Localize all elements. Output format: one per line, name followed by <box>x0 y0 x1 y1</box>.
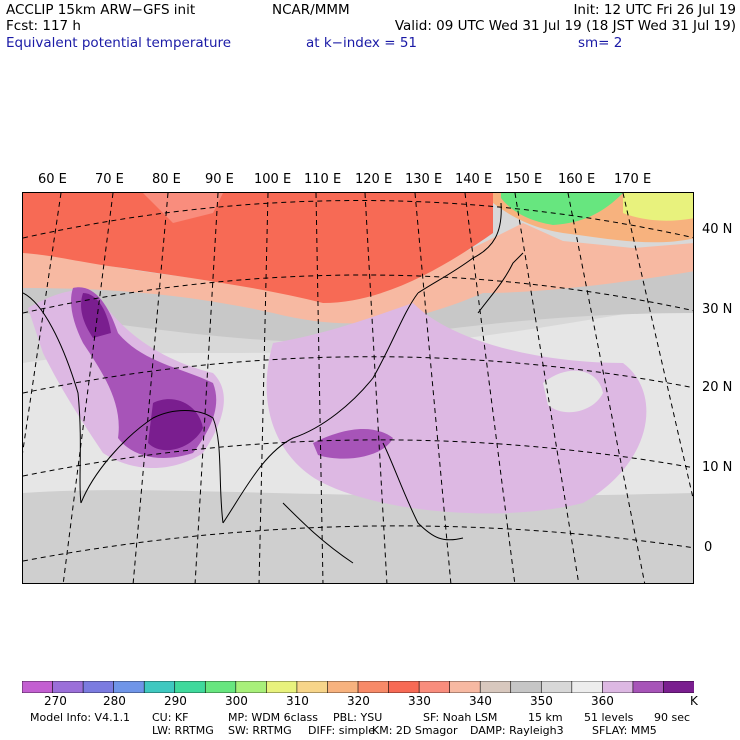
lon-label: 140 E <box>455 172 493 187</box>
yellow-ne <box>623 193 693 221</box>
footer-damp: DAMP: Rayleigh3 <box>470 724 564 737</box>
salmon-band <box>23 223 693 324</box>
lat-label: 20 N <box>702 380 733 395</box>
lon-label: 160 E <box>558 172 596 187</box>
footer-sw: SW: RRTMG <box>228 724 292 737</box>
colorbar-swatch <box>479 681 512 693</box>
colorbar-unit: K <box>690 694 698 708</box>
colorbar-swatch <box>204 681 237 693</box>
purple-light-pacific <box>266 303 647 514</box>
theta-e-map <box>22 192 694 584</box>
valid-time: Valid: 09 UTC Wed 31 Jul 19 (18 JST Wed … <box>394 18 736 34</box>
colorbar-swatch <box>113 681 145 693</box>
colorbar-swatch <box>571 681 604 693</box>
colorbar-swatch <box>82 681 115 693</box>
colorbar-swatch <box>174 681 207 693</box>
purple-medium-scs <box>313 428 393 459</box>
purple-dark-bay <box>148 399 203 451</box>
footer-levels: 51 levels <box>584 711 634 724</box>
footer-model: Model Info: V4.1.1 <box>30 711 131 724</box>
footer-mp: MP: WDM 6class <box>228 711 318 724</box>
colorbar-swatch <box>235 681 268 693</box>
center-name: NCAR/MMM <box>272 2 350 18</box>
lon-label: 120 E <box>355 172 393 187</box>
colorbar-swatch <box>296 681 329 693</box>
lon-label: 130 E <box>405 172 443 187</box>
colorbar-swatch <box>449 681 481 693</box>
colorbar-label: 300 <box>225 694 248 708</box>
lon-label: 110 E <box>304 172 342 187</box>
colorbar-swatch <box>388 681 420 693</box>
lat-label: 0 <box>704 540 713 555</box>
colorbar <box>22 681 694 693</box>
colorbar-label: 320 <box>347 694 370 708</box>
colorbar-swatch <box>357 681 390 693</box>
green-ne <box>501 193 623 225</box>
model-title: ACCLIP 15km ARW−GFS init <box>6 2 196 18</box>
field-name: Equivalent potential temperature <box>6 35 232 51</box>
footer-km: KM: 2D Smagor <box>372 724 458 737</box>
lon-label: 70 E <box>95 172 124 187</box>
lat-label: 30 N <box>702 302 733 317</box>
colorbar-label: 290 <box>164 694 187 708</box>
purple-dark-north <box>81 293 111 338</box>
level-index: at k−index = 51 <box>306 35 417 51</box>
colorbar-label: 350 <box>530 694 553 708</box>
footer-pbl: PBL: YSU <box>333 711 383 724</box>
forecast-hour: Fcst: 117 h <box>6 18 81 34</box>
colorbar-swatch <box>510 681 543 693</box>
colorbar-swatch <box>22 681 54 693</box>
colorbar-swatch <box>418 681 451 693</box>
colorbar-label: 360 <box>591 694 614 708</box>
colorbar-label: 330 <box>408 694 431 708</box>
colorbar-swatch <box>266 681 298 693</box>
colorbar-swatch <box>143 681 176 693</box>
colorbar-label: 310 <box>286 694 309 708</box>
footer-cu: CU: KF <box>152 711 189 724</box>
colorbar-swatch <box>540 681 573 693</box>
footer-lw: LW: RRTMG <box>152 724 214 737</box>
lon-label: 90 E <box>205 172 234 187</box>
colorbar-swatch <box>52 681 84 693</box>
init-time: Init: 12 UTC Fri 26 Jul 19 <box>573 2 736 18</box>
lon-label: 150 E <box>505 172 543 187</box>
cyclone-core <box>543 370 603 413</box>
colorbar-swatch <box>327 681 359 693</box>
lon-label: 80 E <box>152 172 181 187</box>
graticule <box>23 193 693 583</box>
footer-diff: DIFF: simple <box>308 724 376 737</box>
colorbar-swatch <box>602 681 634 693</box>
southern-band <box>23 490 693 583</box>
footer-dt: 90 sec <box>654 711 691 724</box>
smoothing: sm= 2 <box>578 35 623 51</box>
colorbar-label: 340 <box>469 694 492 708</box>
colorbar-swatch <box>663 681 694 693</box>
footer-res: 15 km <box>528 711 563 724</box>
colorbar-label: 270 <box>44 694 67 708</box>
lon-label: 100 E <box>254 172 292 187</box>
lon-label: 170 E <box>614 172 652 187</box>
footer-sf: SF: Noah LSM <box>423 711 498 724</box>
footer-sflay: SFLAY: MM5 <box>592 724 657 737</box>
lat-label: 10 N <box>702 460 733 475</box>
colorbar-swatch <box>632 681 665 693</box>
colorbar-label: 280 <box>103 694 126 708</box>
coastlines <box>23 202 524 564</box>
lon-label: 60 E <box>38 172 67 187</box>
lat-label: 40 N <box>702 222 733 237</box>
warm-patch <box>143 193 223 223</box>
